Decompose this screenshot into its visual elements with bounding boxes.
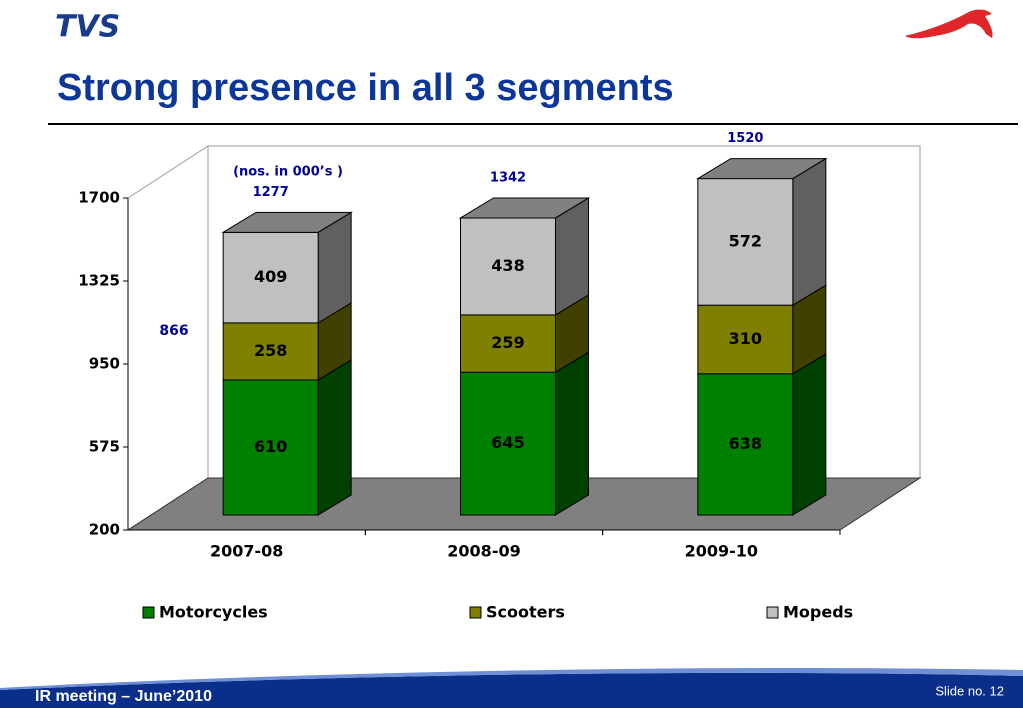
bar-side (792, 157, 827, 307)
footer-left: IR meeting – June’2010 (35, 688, 212, 705)
slide-title: Strong presence in all 3 segments (57, 67, 674, 109)
total-label: 1520 (727, 131, 763, 146)
annotation: 866 (159, 323, 188, 339)
value-label: 645 (491, 433, 524, 452)
bar (460, 217, 556, 316)
total-label: 1342 (490, 170, 526, 185)
x-tick-label: 2008-09 (447, 542, 520, 561)
footer-right: Slide no. 12 (935, 683, 1004, 698)
bar-side (317, 359, 352, 516)
value-label: 258 (254, 341, 287, 360)
bar (222, 231, 319, 324)
y-tick-label: 950 (89, 355, 120, 373)
chart: 200 575 950 1325 1700 2007-08 610 258 409 1277 200… (78, 131, 922, 622)
legend-swatch (142, 606, 155, 619)
y-tick-label: 200 (89, 521, 120, 539)
value-label: 310 (729, 329, 762, 348)
legend-label: Scooters (486, 603, 565, 622)
horse-logo (905, 9, 993, 39)
logo: TVS (55, 10, 120, 45)
x-tick-label: 2009-10 (685, 542, 758, 561)
y-tick-label: 1700 (78, 189, 120, 207)
legend-label: Mopeds (783, 603, 853, 622)
total-label: 1277 (253, 185, 289, 200)
bar (222, 379, 319, 516)
bar (460, 371, 556, 516)
legend-swatch (469, 606, 482, 619)
bar (697, 304, 794, 375)
bar-side (792, 352, 827, 516)
unit-note: (nos. in 000’s ) (233, 165, 343, 180)
value-label: 638 (729, 434, 762, 453)
value-label: 572 (729, 231, 762, 250)
value-label: 409 (254, 267, 287, 286)
value-label: 438 (491, 256, 524, 275)
bar-side (555, 351, 589, 516)
bar (460, 314, 556, 373)
bar (697, 178, 794, 306)
bar-top (696, 158, 828, 180)
value-label: 259 (491, 333, 524, 352)
y-tick-label: 1325 (78, 272, 120, 290)
bar (697, 373, 794, 516)
legend-swatch (766, 606, 779, 619)
legend-label: Motorcycles (159, 603, 268, 622)
y-tick-label: 575 (89, 438, 120, 456)
footer-accent (0, 668, 1023, 690)
bar (222, 322, 319, 381)
footer-band (0, 672, 1023, 708)
value-label: 610 (254, 437, 287, 456)
bar-top (221, 211, 353, 233)
bar-top (458, 197, 591, 219)
x-tick-label: 2007-08 (210, 542, 283, 561)
